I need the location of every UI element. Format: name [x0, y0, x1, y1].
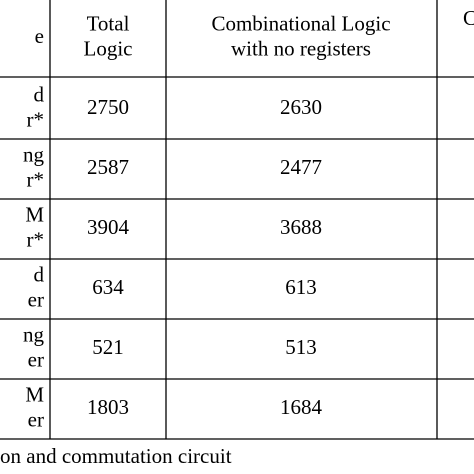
row-label: r* — [27, 227, 45, 251]
header-cell: e — [35, 24, 44, 48]
header-cell: C — [463, 6, 474, 30]
cell: 2630 — [280, 95, 322, 119]
row-label: r* — [27, 167, 45, 191]
header-cell: with no registers — [231, 36, 371, 60]
row-label: d — [34, 82, 45, 106]
table-grid — [0, 0, 474, 440]
cell: 513 — [285, 335, 317, 359]
row-label: M — [25, 382, 44, 406]
cell: 3904 — [87, 215, 130, 239]
cell: 3688 — [280, 215, 322, 239]
cell: 521 — [92, 335, 124, 359]
cell: 613 — [285, 275, 317, 299]
cell: 1803 — [87, 395, 129, 419]
header-cell: Logic — [84, 36, 133, 60]
header-cell: Total — [87, 11, 130, 35]
header-cell: Combinational Logic — [211, 11, 390, 35]
cell: 1684 — [280, 395, 323, 419]
footnote: on and commutation circuit — [0, 444, 232, 468]
cell: 2587 — [87, 155, 129, 179]
row-label: d — [34, 262, 45, 286]
cell: 2750 — [87, 95, 129, 119]
row-label: M — [25, 202, 44, 226]
row-label: er — [28, 287, 44, 311]
row-label: ng — [23, 142, 45, 166]
row-label: er — [28, 407, 44, 431]
cell: 634 — [92, 275, 124, 299]
row-label: r* — [27, 107, 45, 131]
row-label: er — [28, 347, 44, 371]
cell: 2477 — [280, 155, 322, 179]
row-label: ng — [23, 322, 45, 346]
